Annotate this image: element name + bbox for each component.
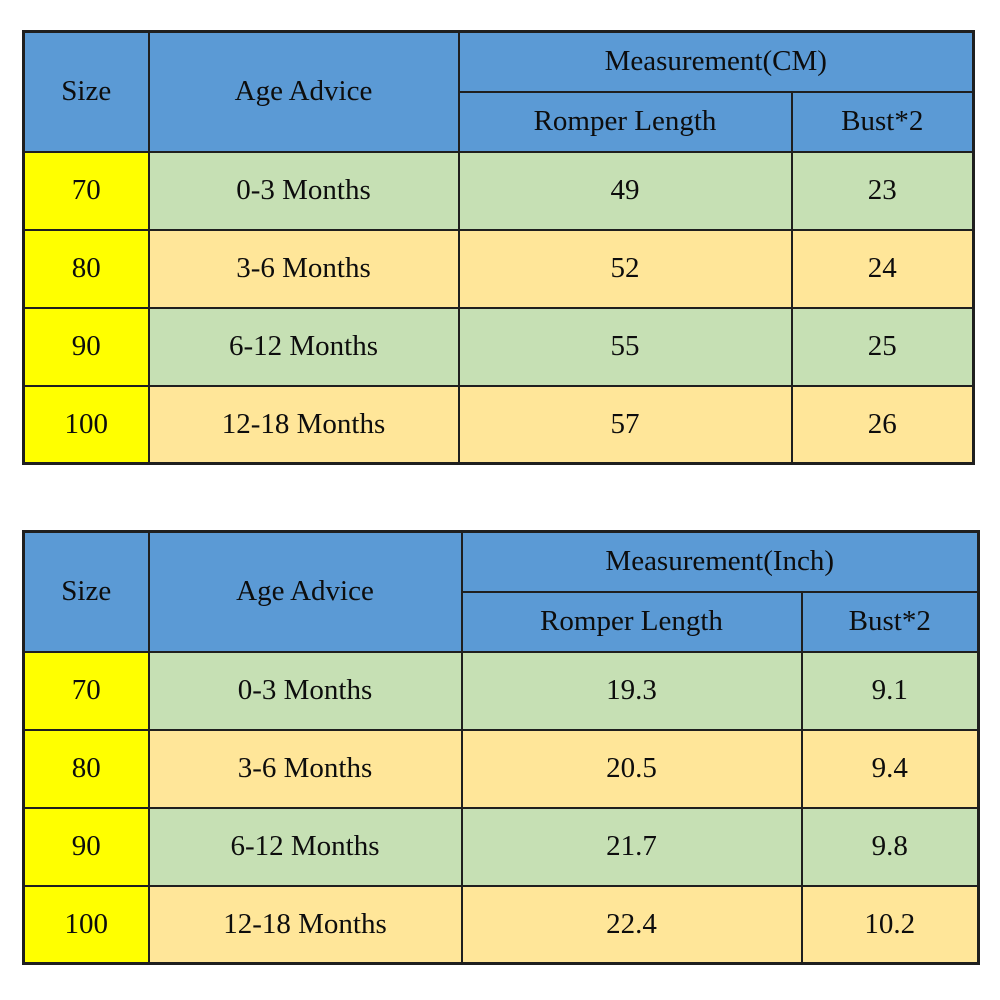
- header-row-top: Size Age Advice Measurement(CM): [22, 30, 975, 153]
- age-cell: 3-6 Months: [147, 228, 460, 309]
- column-header-romper-length: Romper Length: [457, 90, 793, 153]
- size-cell: 100: [22, 384, 150, 465]
- table-row: 80 3-6 Months 52 24: [22, 228, 975, 309]
- age-cell: 6-12 Months: [147, 306, 460, 387]
- age-cell: 12-18 Months: [147, 884, 463, 965]
- table-row: 80 3-6 Months 20.5 9.4: [22, 728, 980, 809]
- romper-length-cell: 49: [457, 150, 793, 231]
- bust-cell: 26: [790, 384, 975, 465]
- size-cell: 80: [22, 728, 150, 809]
- bust-cell: 9.8: [800, 806, 980, 887]
- size-cell: 80: [22, 228, 150, 309]
- column-header-size: Size: [22, 530, 150, 653]
- header-row-sub: Romper Length Bust*2: [24, 90, 975, 153]
- column-header-bust: Bust*2: [790, 90, 975, 153]
- romper-length-cell: 55: [457, 306, 793, 387]
- bust-cell: 23: [790, 150, 975, 231]
- table-row: 100 12-18 Months 22.4 10.2: [22, 884, 980, 965]
- group-header-measurement-cm: Measurement(CM): [457, 30, 975, 93]
- size-cell: 70: [22, 650, 150, 731]
- size-cell: 90: [22, 306, 150, 387]
- table-row: 100 12-18 Months 57 26: [22, 384, 975, 465]
- age-cell: 0-3 Months: [147, 650, 463, 731]
- bust-cell: 25: [790, 306, 975, 387]
- age-cell: 0-3 Months: [147, 150, 460, 231]
- header-row-top: Size Age Advice Measurement(Inch): [22, 530, 980, 653]
- romper-length-cell: 19.3: [460, 650, 803, 731]
- bust-cell: 9.1: [800, 650, 980, 731]
- table-row: 90 6-12 Months 21.7 9.8: [22, 806, 980, 887]
- romper-length-cell: 21.7: [460, 806, 803, 887]
- header-row-sub: Romper Length Bust*2: [24, 590, 980, 653]
- column-header-bust: Bust*2: [800, 590, 980, 653]
- size-table-inch: Size Age Advice Measurement(Inch) Romper…: [22, 530, 980, 965]
- column-header-age-advice: Age Advice: [147, 30, 460, 153]
- group-header-measurement-inch: Measurement(Inch): [460, 530, 980, 593]
- bust-cell: 9.4: [800, 728, 980, 809]
- age-cell: 12-18 Months: [147, 384, 460, 465]
- size-cell: 100: [22, 884, 150, 965]
- column-header-romper-length: Romper Length: [460, 590, 803, 653]
- table-row: 90 6-12 Months 55 25: [22, 306, 975, 387]
- bust-cell: 24: [790, 228, 975, 309]
- age-cell: 3-6 Months: [147, 728, 463, 809]
- romper-length-cell: 20.5: [460, 728, 803, 809]
- column-header-size: Size: [22, 30, 150, 153]
- column-header-age-advice: Age Advice: [147, 530, 463, 653]
- size-cell: 90: [22, 806, 150, 887]
- romper-length-cell: 22.4: [460, 884, 803, 965]
- romper-length-cell: 52: [457, 228, 793, 309]
- bust-cell: 10.2: [800, 884, 980, 965]
- size-table-cm: Size Age Advice Measurement(CM) Romper L…: [22, 30, 975, 465]
- romper-length-cell: 57: [457, 384, 793, 465]
- table-row: 70 0-3 Months 19.3 9.1: [22, 650, 980, 731]
- size-cell: 70: [22, 150, 150, 231]
- age-cell: 6-12 Months: [147, 806, 463, 887]
- table-row: 70 0-3 Months 49 23: [22, 150, 975, 231]
